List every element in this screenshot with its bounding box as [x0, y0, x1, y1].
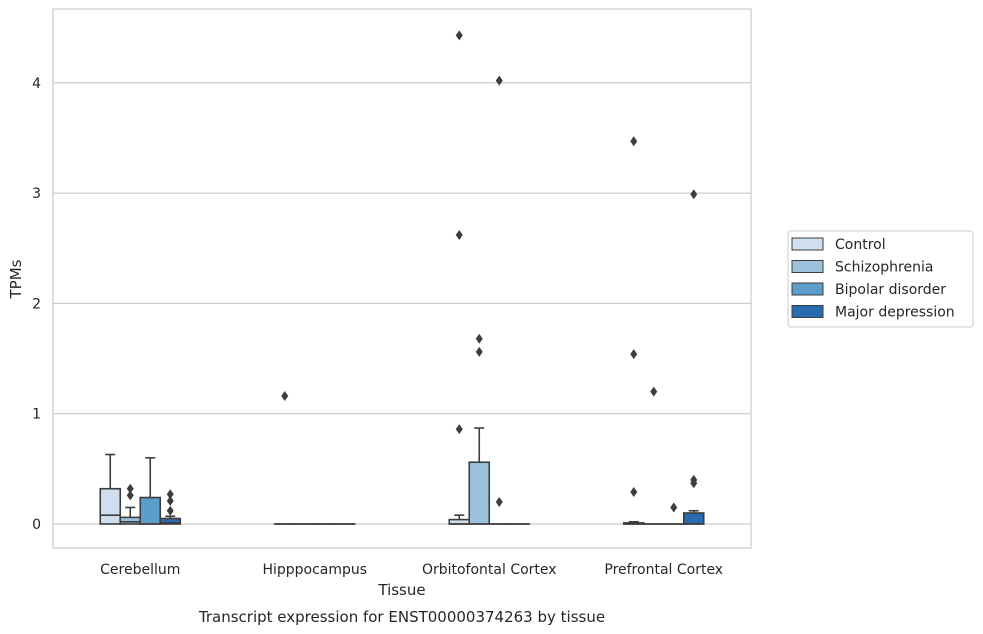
- legend-entry: Control: [835, 237, 886, 253]
- x-axis-label: Tissue: [377, 581, 425, 599]
- plot-frame: [52, 8, 752, 549]
- x-tick-label: Hipppocampus: [262, 562, 367, 578]
- x-tick-label: Prefrontal Cortex: [604, 562, 723, 578]
- y-tick-label: 1: [32, 407, 41, 423]
- outlier-point: [166, 489, 174, 500]
- box-control: [99, 453, 122, 525]
- outlier-point: [455, 424, 463, 435]
- box-body: [682, 512, 705, 525]
- box-layer: [99, 427, 705, 525]
- outlier-point: [475, 346, 483, 357]
- box-body: [99, 487, 122, 525]
- legend-swatch: [791, 260, 824, 273]
- y-axis-ticks: 0 1 2 3 4: [32, 76, 41, 533]
- y-axis-label: TPMs: [7, 259, 25, 299]
- legend-entry: Major depression: [835, 305, 955, 321]
- legend: Control Schizophrenia Bipolar disorder Majo…: [787, 230, 974, 328]
- box-schizophrenia: [119, 506, 142, 525]
- box-body: [119, 516, 142, 525]
- outlier-point: [630, 136, 638, 147]
- outlier-layer: [126, 30, 698, 516]
- box-control: [622, 520, 645, 525]
- legend-entry: Schizophrenia: [835, 260, 933, 276]
- outlier-point: [455, 230, 463, 241]
- box-major-depression: [682, 509, 705, 525]
- box-body: [468, 461, 491, 525]
- legend-swatch: [791, 237, 824, 251]
- y-tick-label: 4: [32, 76, 41, 92]
- box-control: [448, 514, 471, 525]
- outlier-point: [690, 478, 698, 489]
- outlier-point: [281, 391, 289, 402]
- outlier-point: [650, 386, 658, 397]
- x-tick-label: Cerebellum: [100, 562, 180, 578]
- outlier-point: [126, 483, 134, 494]
- grid-lines: [53, 82, 751, 525]
- outlier-point: [630, 349, 638, 360]
- outlier-point: [166, 495, 174, 506]
- outlier-point: [126, 490, 134, 501]
- box-major-depression: [159, 515, 182, 525]
- box-body: [159, 517, 182, 525]
- box-schizophrenia: [468, 427, 491, 525]
- outlier-point: [495, 496, 503, 507]
- y-tick-label: 0: [32, 517, 41, 533]
- legend-frame: [787, 230, 974, 328]
- outlier-point: [166, 505, 174, 516]
- outlier-point: [455, 30, 463, 41]
- legend-swatch: [791, 282, 824, 296]
- outlier-point: [670, 502, 678, 513]
- outlier-point: [475, 333, 483, 344]
- box-bipolar-disorder: [139, 457, 162, 525]
- outlier-point: [495, 75, 503, 86]
- box-body: [139, 496, 162, 525]
- x-tick-label: Orbitofontal Cortex: [422, 562, 557, 578]
- chart-caption: Transcript expression for ENST0000037426…: [198, 608, 605, 626]
- y-tick-label: 3: [32, 186, 41, 202]
- outlier-point: [690, 189, 698, 200]
- legend-swatch: [791, 305, 824, 318]
- y-tick-label: 2: [32, 296, 41, 312]
- x-axis-ticks: Cerebellum Hipppocampus Orbitofontal Corte…: [100, 562, 723, 578]
- outlier-point: [630, 487, 638, 498]
- legend-entry: Bipolar disorder: [835, 282, 946, 298]
